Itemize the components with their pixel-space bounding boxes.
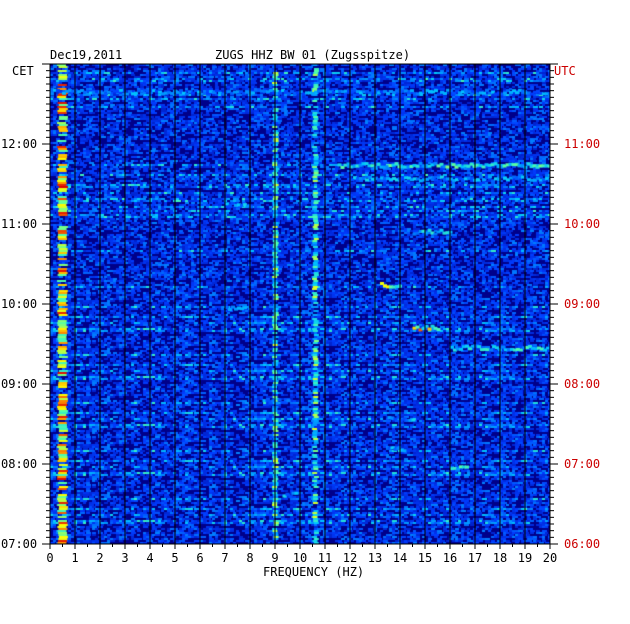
x-tick-label: 18: [493, 551, 507, 565]
utc-axis: 06:00 07:00 08:00 09:00 10:00 11:00: [550, 63, 600, 551]
utc-tick-label: 08:00: [564, 377, 600, 391]
cet-axis-label: CET: [12, 64, 34, 78]
x-tick-label: 8: [246, 551, 253, 565]
x-tick-label: 12: [343, 551, 357, 565]
utc-tick-label: 09:00: [564, 297, 600, 311]
cet-axis: 07:00 08:00 09:00 10:00 11:00 12:00: [1, 63, 50, 551]
x-tick-label: 9: [271, 551, 278, 565]
x-axis-label: FREQUENCY (HZ): [263, 565, 364, 579]
x-tick-label: 2: [96, 551, 103, 565]
x-tick-label: 16: [443, 551, 457, 565]
x-tick-label: 10: [293, 551, 307, 565]
chart-date: Dec19,2011: [50, 48, 122, 62]
x-tick-label: 19: [518, 551, 532, 565]
utc-tick-label: 11:00: [564, 137, 600, 151]
x-tick-label: 14: [393, 551, 407, 565]
x-tick-label: 13: [368, 551, 382, 565]
x-tick-label: 1: [71, 551, 78, 565]
x-tick-label: 0: [46, 551, 53, 565]
x-tick-label: 5: [171, 551, 178, 565]
cet-tick-label: 11:00: [1, 217, 37, 231]
plot-frame: [49, 63, 551, 545]
x-tick-label: 15: [418, 551, 432, 565]
x-tick-label: 6: [196, 551, 203, 565]
x-tick-label: 20: [543, 551, 557, 565]
cet-tick-label: 12:00: [1, 137, 37, 151]
frequency-axis: 0 1 2 3 4 5 6 7 8 9 10 11 12 13 14 15 16 17 18 19 20: [46, 544, 557, 565]
x-tick-label: 17: [468, 551, 482, 565]
utc-tick-label: 06:00: [564, 537, 600, 551]
x-tick-label: 7: [221, 551, 228, 565]
cet-tick-label: 09:00: [1, 377, 37, 391]
x-tick-label: 11: [318, 551, 332, 565]
utc-tick-label: 07:00: [564, 457, 600, 471]
utc-tick-label: 10:00: [564, 217, 600, 231]
utc-axis-label: UTC: [554, 64, 576, 78]
cet-tick-label: 10:00: [1, 297, 37, 311]
x-tick-label: 3: [121, 551, 128, 565]
frequency-gridlines: [74, 64, 526, 544]
cet-tick-label: 08:00: [1, 457, 37, 471]
chart-station: ZUGS HHZ BW 01 (Zugsspitze): [215, 48, 410, 62]
x-tick-label: 4: [146, 551, 153, 565]
cet-tick-label: 07:00: [1, 537, 37, 551]
